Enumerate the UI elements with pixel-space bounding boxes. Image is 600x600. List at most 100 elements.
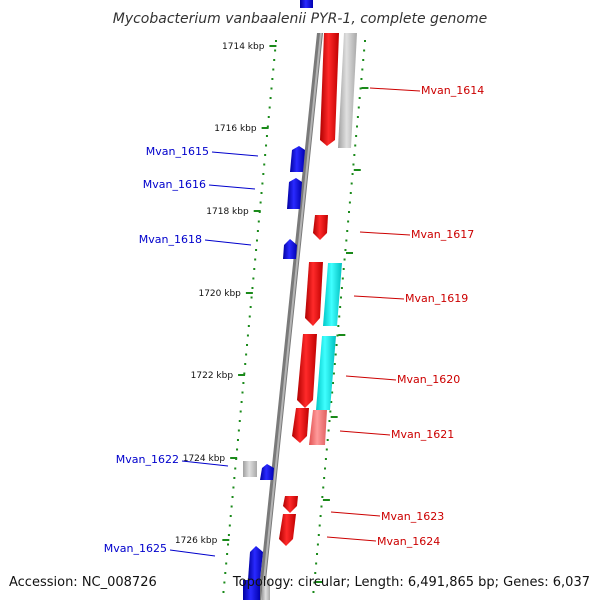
tick-marks bbox=[222, 40, 369, 593]
tick-minor bbox=[349, 192, 352, 194]
label-mvan-1623[interactable]: Mvan_1623 bbox=[381, 510, 444, 523]
rna-mvan-1619[interactable] bbox=[323, 263, 342, 326]
tick-minor bbox=[245, 353, 248, 356]
tick-minor bbox=[358, 97, 361, 99]
scale-label: 1724 kbp bbox=[183, 454, 226, 464]
label-mvan-1619[interactable]: Mvan_1619 bbox=[405, 292, 468, 305]
tick-minor bbox=[325, 448, 328, 451]
gene-mvan-1624[interactable] bbox=[279, 514, 296, 546]
tick-major bbox=[245, 292, 253, 294]
tick-minor bbox=[259, 201, 262, 204]
tick-minor bbox=[323, 477, 326, 479]
tick-minor bbox=[238, 420, 241, 422]
tick-major-outer bbox=[346, 252, 354, 254]
scale-label: 1726 kbp bbox=[175, 536, 218, 546]
label-mvan-1625[interactable]: Mvan_1625 bbox=[104, 542, 167, 555]
gene-bottom-blue[interactable] bbox=[243, 580, 260, 600]
tick-minor bbox=[355, 135, 358, 137]
tick-minor bbox=[275, 40, 277, 42]
gene-mvan-1618[interactable] bbox=[283, 239, 297, 259]
tick-major bbox=[253, 210, 261, 212]
tick-minor bbox=[321, 496, 324, 498]
tick-major-outer bbox=[322, 499, 330, 501]
tick-minor bbox=[339, 306, 342, 308]
tick-major-outer bbox=[361, 87, 369, 89]
tick-minor bbox=[256, 230, 259, 232]
tick-major bbox=[238, 374, 246, 376]
tick-minor bbox=[269, 97, 272, 99]
pseudo-mvan-1614[interactable] bbox=[338, 33, 357, 148]
tick-minor bbox=[231, 496, 234, 498]
tick-minor bbox=[236, 448, 239, 451]
label-mvan-1624[interactable]: Mvan_1624 bbox=[377, 535, 440, 548]
tick-minor bbox=[330, 401, 333, 403]
rna-mvan-1620[interactable] bbox=[316, 336, 336, 410]
scale-labels: 1714 kbp 1716 kbp 1718 kbp 1720 kbp 1722 kbp… bbox=[175, 42, 265, 546]
tick-minor bbox=[331, 391, 334, 394]
tick-minor bbox=[356, 125, 359, 128]
tick-minor bbox=[314, 572, 317, 574]
map-title: Mycobacterium vanbaalenii PYR-1, complet… bbox=[113, 11, 488, 27]
tick-minor bbox=[246, 344, 249, 346]
tick-major bbox=[222, 539, 230, 541]
gene-mvan-1623[interactable] bbox=[283, 496, 298, 513]
tick-minor bbox=[273, 59, 276, 61]
tick-minor bbox=[241, 391, 244, 394]
gene-mvan-1625[interactable] bbox=[248, 546, 263, 580]
feature-top-blue[interactable] bbox=[300, 0, 313, 8]
gene-mvan-1621[interactable] bbox=[292, 408, 309, 443]
label-mvan-1617[interactable]: Mvan_1617 bbox=[411, 228, 474, 241]
tick-minor bbox=[345, 239, 348, 242]
gene-mvan-1614[interactable] bbox=[320, 33, 339, 146]
tick-minor bbox=[262, 173, 265, 175]
accession-text: Accession: NC_008726 bbox=[9, 575, 157, 590]
tick-minor bbox=[230, 505, 233, 508]
gene-mvan-1616[interactable] bbox=[287, 178, 302, 209]
tick-minor bbox=[347, 220, 350, 223]
gene-mvan-1617[interactable] bbox=[313, 215, 328, 240]
label-mvan-1615[interactable]: Mvan_1615 bbox=[146, 145, 209, 158]
tick-minor bbox=[362, 59, 365, 61]
label-mvan-1614[interactable]: Mvan_1614 bbox=[421, 84, 484, 97]
gene-mvan-1619[interactable] bbox=[305, 262, 323, 326]
tick-minor bbox=[353, 154, 356, 156]
tick-minor bbox=[354, 144, 357, 147]
label-mvan-1622[interactable]: Mvan_1622 bbox=[116, 453, 179, 466]
tick-minor bbox=[260, 192, 263, 194]
gene-mvan-1620[interactable] bbox=[297, 334, 317, 408]
tick-minor bbox=[239, 410, 242, 413]
tick-minor bbox=[265, 135, 268, 137]
tick-minor bbox=[350, 182, 353, 185]
gene-mvan-1615[interactable] bbox=[290, 146, 305, 172]
scale-label: 1714 kbp bbox=[222, 42, 265, 52]
tick-minor bbox=[351, 173, 354, 175]
scale-label: 1718 kbp bbox=[206, 207, 249, 217]
tick-major bbox=[269, 45, 277, 47]
tick-minor bbox=[332, 372, 335, 375]
tick-minor bbox=[246, 334, 249, 337]
tick-minor bbox=[236, 439, 239, 441]
tick-minor bbox=[348, 201, 351, 204]
tick-minor bbox=[266, 125, 269, 128]
tick-minor bbox=[312, 591, 315, 593]
misc-mvan-1621[interactable] bbox=[309, 410, 327, 445]
tick-minor bbox=[322, 486, 325, 489]
tick-minor bbox=[319, 515, 322, 517]
tick-minor bbox=[329, 410, 332, 413]
tick-minor bbox=[315, 562, 318, 565]
label-mvan-1620[interactable]: Mvan_1620 bbox=[397, 373, 460, 386]
tick-minor bbox=[332, 382, 335, 384]
tick-minor bbox=[348, 211, 351, 213]
pseudo-bottom[interactable] bbox=[262, 580, 270, 600]
tick-minor bbox=[255, 249, 258, 251]
label-mvan-1616[interactable]: Mvan_1616 bbox=[143, 178, 206, 191]
label-mvan-1618[interactable]: Mvan_1618 bbox=[139, 233, 202, 246]
pseudo-mvan-1622[interactable] bbox=[243, 461, 257, 477]
label-mvan-1621[interactable]: Mvan_1621 bbox=[391, 428, 454, 441]
tick-minor bbox=[343, 258, 346, 261]
tick-minor bbox=[244, 363, 247, 365]
tick-minor bbox=[316, 553, 319, 555]
tick-minor bbox=[255, 239, 258, 242]
gene-mvan-1622[interactable] bbox=[260, 464, 274, 480]
